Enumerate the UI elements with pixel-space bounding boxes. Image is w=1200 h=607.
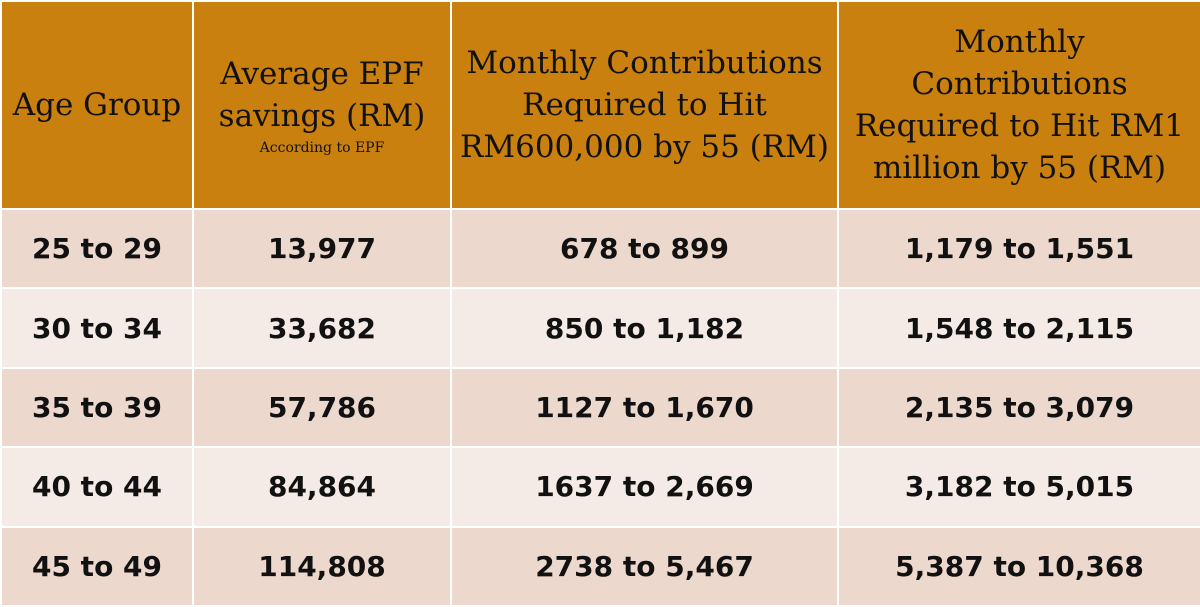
table-body: 25 to 29 13,977 678 to 899 1,179 to 1,55… <box>0 207 1200 607</box>
cell-contrib-1m: 5,387 to 10,368 <box>837 525 1200 607</box>
cell-average-savings: 13,977 <box>192 207 452 290</box>
cell-contrib-1m: 1,179 to 1,551 <box>837 207 1200 290</box>
cell-contrib-600k: 850 to 1,182 <box>450 287 839 369</box>
header-contributions-600k: Monthly Contributions Required to Hit RM… <box>450 0 839 210</box>
cell-contrib-600k: 2738 to 5,467 <box>450 525 839 607</box>
cell-age-group: 40 to 44 <box>0 446 194 528</box>
header-sublabel: According to EPF <box>259 140 385 156</box>
header-label: Monthly Contributions Required to Hit RM… <box>854 24 1185 186</box>
cell-contrib-1m: 1,548 to 2,115 <box>837 287 1200 369</box>
header-contributions-1m: Monthly Contributions Required to Hit RM… <box>837 0 1200 210</box>
header-label: Average EPF savings (RM) <box>218 56 426 134</box>
table-row: 45 to 49 114,808 2738 to 5,467 5,387 to … <box>0 525 1200 607</box>
cell-age-group: 25 to 29 <box>0 207 194 290</box>
table-row: 30 to 34 33,682 850 to 1,182 1,548 to 2,… <box>0 287 1200 369</box>
header-age-group: Age Group <box>0 0 194 210</box>
cell-average-savings: 84,864 <box>192 446 452 528</box>
header-label: Monthly Contributions Required to Hit RM… <box>460 45 829 165</box>
table-row: 35 to 39 57,786 1127 to 1,670 2,135 to 3… <box>0 366 1200 449</box>
cell-contrib-1m: 2,135 to 3,079 <box>837 366 1200 449</box>
cell-average-savings: 57,786 <box>192 366 452 449</box>
header-row: Age Group Average EPF savings (RM) Accor… <box>0 0 1200 210</box>
cell-contrib-1m: 3,182 to 5,015 <box>837 446 1200 528</box>
cell-average-savings: 33,682 <box>192 287 452 369</box>
cell-contrib-600k: 678 to 899 <box>450 207 839 290</box>
cell-contrib-600k: 1637 to 2,669 <box>450 446 839 528</box>
cell-age-group: 35 to 39 <box>0 366 194 449</box>
header-label: Age Group <box>12 87 182 123</box>
cell-contrib-600k: 1127 to 1,670 <box>450 366 839 449</box>
table-row: 40 to 44 84,864 1637 to 2,669 3,182 to 5… <box>0 446 1200 528</box>
table-row: 25 to 29 13,977 678 to 899 1,179 to 1,55… <box>0 207 1200 290</box>
header-average-epf-savings: Average EPF savings (RM) According to EP… <box>192 0 452 210</box>
cell-age-group: 45 to 49 <box>0 525 194 607</box>
table-header: Age Group Average EPF savings (RM) Accor… <box>0 0 1200 210</box>
cell-average-savings: 114,808 <box>192 525 452 607</box>
cell-age-group: 30 to 34 <box>0 287 194 369</box>
